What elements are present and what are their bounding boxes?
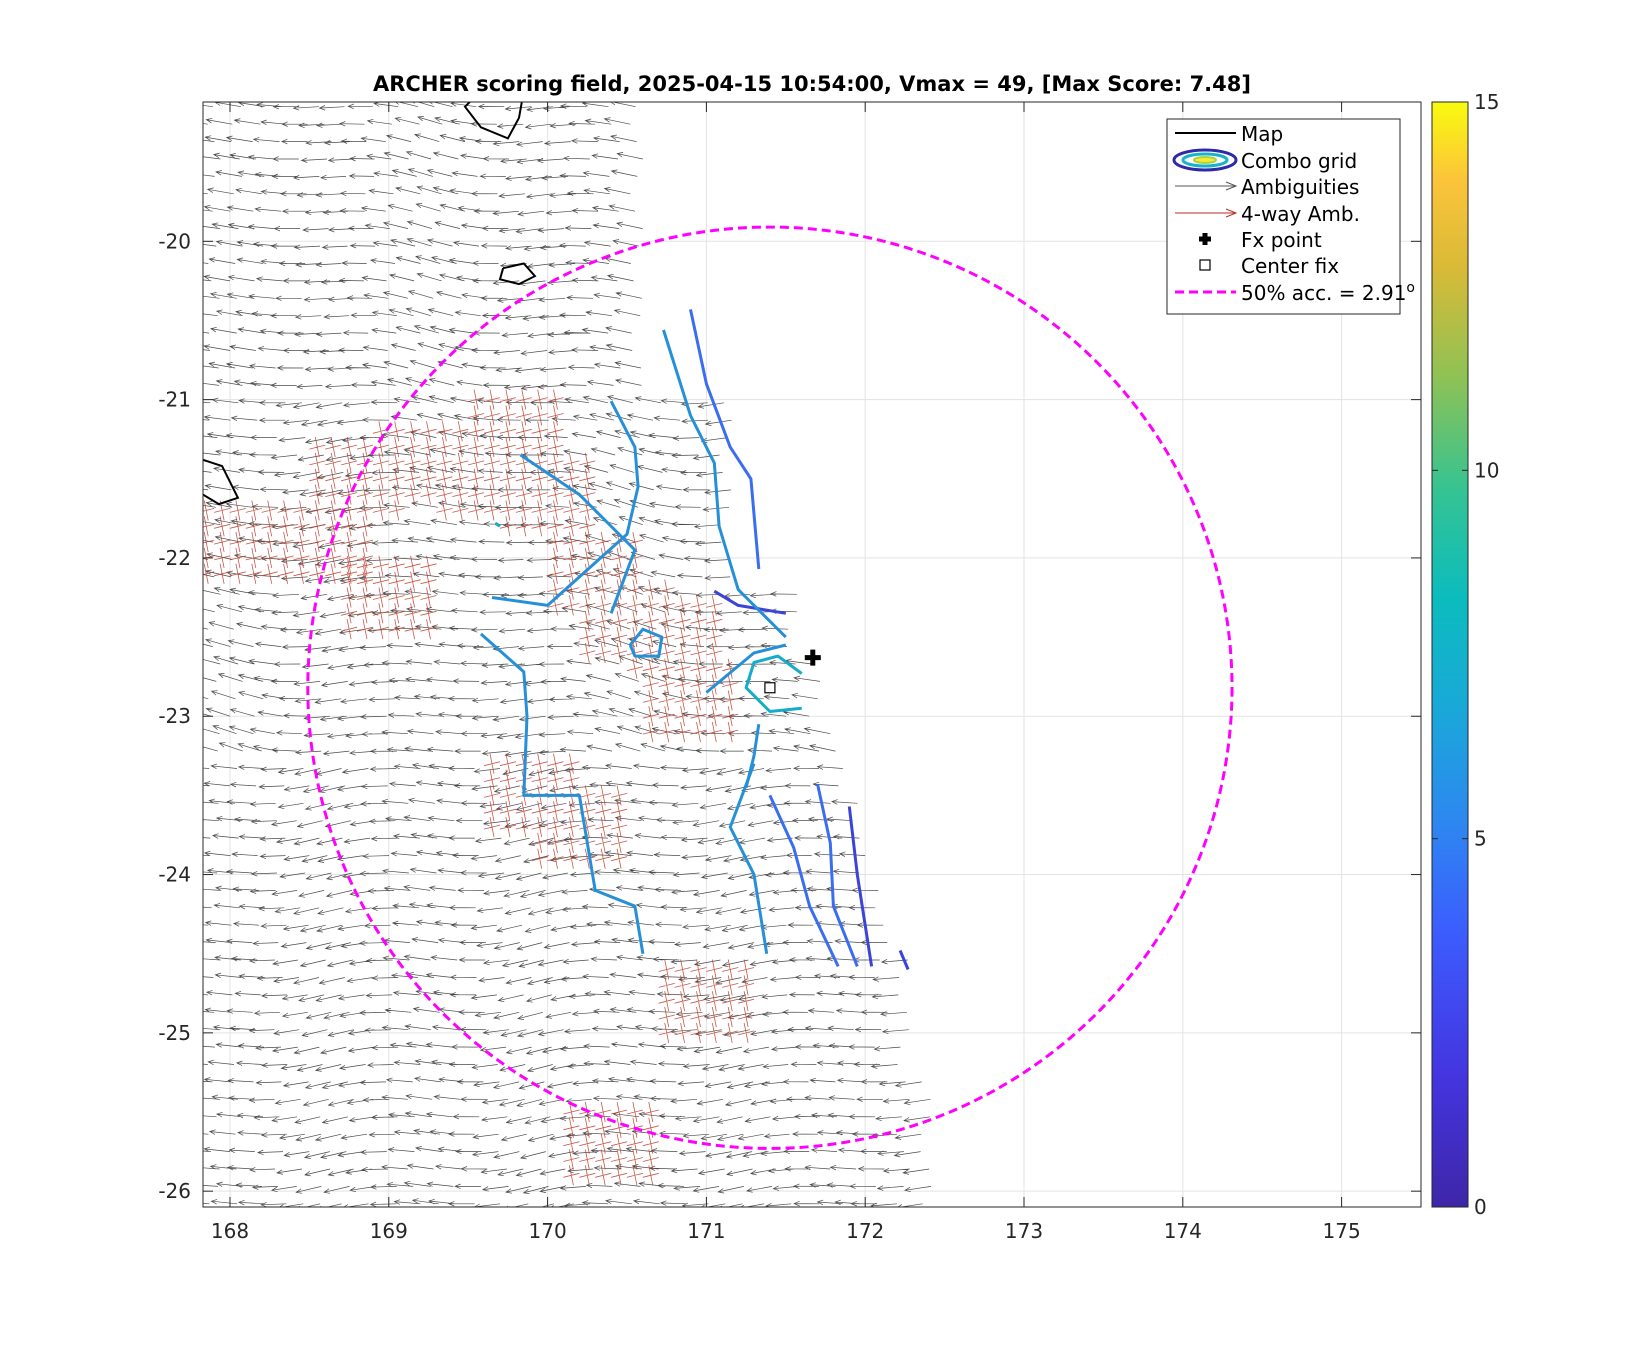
combo-contour-line: [898, 949, 910, 971]
combo-contour-line: [491, 400, 640, 607]
legend: Map Combo grid Ambiguities 4-way Amb. Fx…: [1166, 118, 1415, 315]
x-tick-label: 173: [1005, 1219, 1043, 1243]
y-axis-ticks: -20 -21 -22 -23 -24 -25 -26: [158, 229, 1421, 1203]
fx-point-marker: [804, 649, 821, 666]
y-tick-label: -24: [158, 863, 191, 887]
coast-outline: [498, 262, 537, 286]
four-way-ambiguity-arrows: [203, 389, 755, 1186]
y-tick-label: -20: [158, 229, 191, 253]
combo-grid-contours: [479, 309, 910, 971]
legend-ambiguities-label: Ambiguities: [1241, 175, 1359, 199]
axes-box: [202, 101, 1422, 1208]
legend-fx-label: Fx point: [1241, 228, 1322, 252]
colorbar-ticks: 0 5 10 15: [1432, 90, 1499, 1219]
chart-title: ARCHER scoring field, 2025-04-15 10:54:0…: [373, 72, 1251, 96]
colorbar-tick-label: 5: [1474, 827, 1487, 851]
combo-contour-line: [662, 329, 787, 639]
colorbar-tick-label: 0: [1474, 1195, 1487, 1219]
x-tick-label: 169: [370, 1219, 408, 1243]
y-tick-label: -26: [158, 1179, 191, 1203]
x-tick-label: 170: [529, 1219, 567, 1243]
legend-map-label: Map: [1241, 122, 1283, 146]
combo-contour-line: [494, 521, 501, 528]
y-tick-label: -23: [158, 704, 191, 728]
legend-combo-swatch: [1172, 148, 1238, 172]
colorbar: [1431, 101, 1469, 1208]
accuracy-circle: [306, 225, 1234, 1150]
coast-outline: [203, 458, 240, 506]
combo-contour-line: [713, 589, 787, 615]
fix-markers: [764, 649, 821, 694]
ambiguity-arrow-field: [203, 102, 932, 1207]
legend-center-label: Center fix: [1241, 254, 1339, 278]
x-tick-label: 174: [1164, 1219, 1202, 1243]
legend-acc-label: 50% acc. = 2.91o: [1241, 280, 1415, 305]
colorbar-tick-label: 10: [1474, 458, 1499, 482]
x-tick-label: 172: [846, 1219, 884, 1243]
map-coastline: [203, 102, 537, 506]
y-tick-label: -25: [158, 1021, 191, 1045]
x-tick-label: 175: [1323, 1219, 1361, 1243]
combo-contour-line: [768, 794, 840, 968]
combo-contour-line: [519, 453, 637, 614]
grid-lines: [203, 102, 1421, 1207]
y-tick-label: -22: [158, 546, 191, 570]
combo-contour-line: [628, 627, 664, 658]
x-tick-label: 168: [211, 1219, 249, 1243]
combo-contour-line: [847, 806, 874, 967]
legend-4way-label: 4-way Amb.: [1241, 202, 1360, 226]
combo-contour-line: [744, 654, 803, 713]
colorbar-tick-label: 15: [1474, 90, 1499, 114]
four-way-crosses: [203, 389, 755, 1186]
combo-contour-line: [816, 783, 859, 967]
combo-contour-line: [744, 723, 761, 788]
combo-contour-line: [479, 632, 645, 954]
legend-fx-swatch: [1199, 233, 1211, 245]
combo-contour-line: [689, 309, 761, 570]
legend-4way-swatch: [1175, 208, 1238, 218]
x-tick-label: 171: [687, 1219, 725, 1243]
x-axis-ticks: 168 169 170 171 172 173 174 175: [211, 102, 1361, 1243]
accuracy-circle-layer: [306, 225, 1234, 1150]
combo-contour-line: [728, 763, 769, 954]
center-fix-marker: [764, 682, 776, 694]
legend-combo-label: Combo grid: [1241, 149, 1357, 173]
coast-outline: [463, 102, 523, 140]
y-tick-label: -21: [158, 388, 191, 412]
legend-ambiguities-swatch: [1175, 181, 1238, 191]
legend-center-swatch: [1199, 259, 1211, 271]
combo-contour-line: [705, 643, 787, 694]
ambiguity-arrows: [203, 102, 932, 1207]
